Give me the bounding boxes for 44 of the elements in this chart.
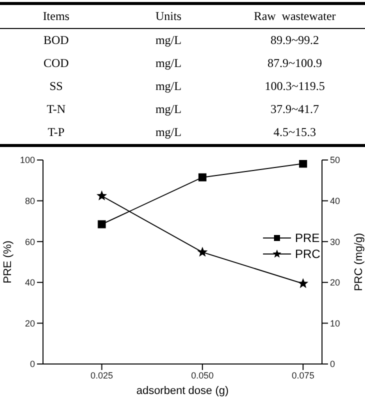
x-tick-label: 0.075 — [292, 370, 314, 380]
text: T-N — [46, 101, 67, 118]
y-tick-label: 100 — [20, 155, 35, 166]
y2-tick-label: 30 — [330, 236, 340, 247]
text: mg/L — [154, 78, 182, 95]
y-tick-label: 80 — [24, 196, 35, 206]
y-tick-label: 0 — [30, 359, 35, 370]
point — [198, 173, 206, 182]
y2-axis-title: PRC (mg/g) — [352, 232, 365, 292]
point — [96, 190, 108, 200]
text: mg/L — [154, 55, 182, 72]
point — [197, 246, 208, 257]
text: 89.9~99.2 — [270, 32, 320, 49]
legend-label: PRE — [295, 231, 320, 245]
text: 100.3~119.5 — [264, 78, 326, 95]
text: T-P — [46, 124, 66, 141]
category-label: Raw wastewater — [252, 8, 337, 25]
point — [98, 220, 106, 228]
x-axis-title: adsorbent dose (g) — [136, 385, 229, 397]
x-tick-label: 0.025 — [90, 370, 114, 380]
y-tick-label: 60 — [24, 236, 35, 247]
y2-tick-label: 40 — [330, 196, 340, 206]
y2-tick-label: 0 — [330, 359, 336, 370]
text: mg/L — [154, 124, 182, 141]
y-tick-label: 20 — [24, 318, 35, 328]
y2-tick-label: 20 — [330, 278, 340, 288]
point — [299, 160, 308, 168]
x-tick-label: 0.050 — [191, 370, 214, 380]
category-label: Items — [42, 8, 70, 25]
text: 37.9~41.7 — [270, 101, 320, 118]
text: 87.9~100.9 — [266, 55, 324, 72]
text: mg/L — [154, 101, 182, 118]
y-axis-title: PRE (%) — [2, 240, 14, 284]
y2-tick-label: 50 — [330, 155, 340, 166]
text: BOD — [42, 32, 70, 49]
text: SS — [48, 78, 64, 95]
text: mg/L — [154, 32, 182, 49]
y2-tick-label: 10 — [330, 318, 340, 328]
point — [298, 278, 308, 288]
category-label: Units — [154, 8, 182, 25]
text: 4.5~15.3 — [272, 124, 318, 141]
y-tick-label: 40 — [24, 278, 35, 288]
legend-label: PRC — [295, 247, 320, 261]
text: COD — [42, 55, 70, 72]
